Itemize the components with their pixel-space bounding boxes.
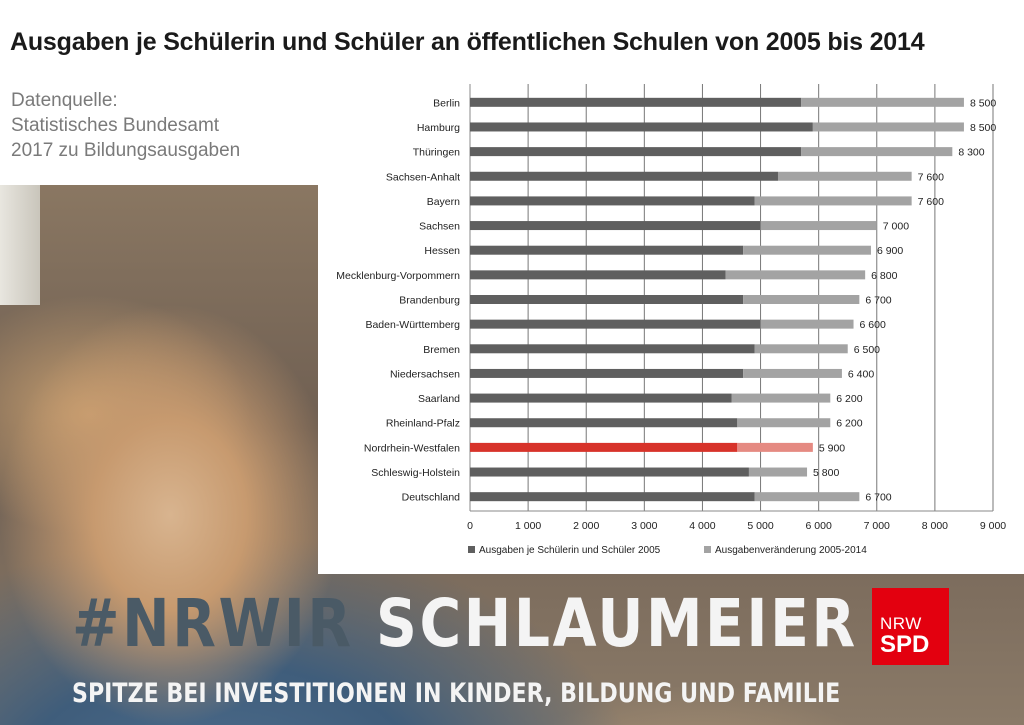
total-value-label: 6 800 <box>871 270 897 282</box>
bar-base-2005 <box>470 344 755 354</box>
bar-base-2005 <box>470 467 749 477</box>
x-tick-label: 6 000 <box>806 520 832 532</box>
bar-change-2005-2014 <box>760 221 877 231</box>
total-value-label: 6 400 <box>848 368 874 380</box>
category-label: Hessen <box>424 245 460 257</box>
bar-change-2005-2014 <box>801 97 964 107</box>
source-line-3: 2017 zu Bildungsausgaben <box>11 140 241 161</box>
x-tick-label: 3 000 <box>631 520 657 532</box>
bar-change-2005-2014 <box>725 270 866 280</box>
bar-change-2005-2014 <box>743 368 842 378</box>
legend-swatch-change <box>704 546 711 553</box>
bar-change-2005-2014 <box>754 344 848 354</box>
total-value-label: 6 200 <box>836 393 862 405</box>
campaign-hashtag: #NRWIR SCHLAUMEIER <box>72 585 858 662</box>
x-tick-label: 0 <box>467 520 473 532</box>
source-line-2: Statistisches Bundesamt <box>11 115 220 136</box>
bar-base-2005 <box>470 147 802 157</box>
total-value-label: 6 600 <box>860 319 886 331</box>
total-value-label: 5 900 <box>819 442 845 454</box>
category-label: Niedersachsen <box>390 368 460 380</box>
bar-base-2005 <box>470 295 744 304</box>
bar-base-2005 <box>470 319 761 329</box>
category-label: Schleswig-Holstein <box>371 467 460 479</box>
total-value-label: 8 500 <box>970 97 996 109</box>
total-value-label: 6 700 <box>865 295 891 307</box>
legend-label-2005: Ausgaben je Schülerin und Schüler 2005 <box>479 545 661 556</box>
category-label: Hamburg <box>417 122 460 134</box>
x-tick-label: 9 000 <box>980 520 1006 532</box>
bar-base-2005 <box>470 368 744 378</box>
category-label: Bayern <box>427 196 460 208</box>
bar-change-2005-2014 <box>737 442 813 452</box>
bar-change-2005-2014 <box>760 319 854 329</box>
category-label: Baden-Württemberg <box>365 319 460 331</box>
bar-base-2005 <box>470 122 813 132</box>
bar-base-2005 <box>470 418 738 428</box>
category-label: Thüringen <box>413 147 460 159</box>
category-label: Saarland <box>418 393 460 405</box>
category-label: Sachsen-Anhalt <box>386 171 460 183</box>
bar-base-2005 <box>470 196 755 206</box>
bar-change-2005-2014 <box>754 196 912 206</box>
logo-text-spd: SPD <box>880 631 930 658</box>
bar-base-2005 <box>470 245 744 255</box>
bar-base-2005 <box>470 97 802 107</box>
bar-change-2005-2014 <box>737 418 831 428</box>
bar-base-2005 <box>470 221 761 231</box>
category-label: Deutschland <box>402 492 461 504</box>
total-value-label: 7 600 <box>918 196 944 208</box>
hashtag-part-1: #NRWIR <box>72 585 354 662</box>
category-label: Nordrhein-Westfalen <box>364 442 460 454</box>
bar-change-2005-2014 <box>743 295 860 304</box>
total-value-label: 6 900 <box>877 245 903 257</box>
category-label: Mecklenburg-Vorpommern <box>336 270 460 282</box>
total-value-label: 5 800 <box>813 467 839 479</box>
total-value-label: 8 300 <box>958 147 984 159</box>
bar-base-2005 <box>470 492 755 502</box>
bar-chart: Berlin 8 500 Hamburg 8 500 Thüringen 8 300 Sac… <box>336 84 1006 556</box>
bar-base-2005 <box>470 270 726 280</box>
total-value-label: 8 500 <box>970 122 996 134</box>
category-label: Rheinland-Pfalz <box>386 418 460 430</box>
total-value-label: 6 700 <box>865 492 891 504</box>
bar-base-2005 <box>470 171 778 181</box>
bar-base-2005 <box>470 442 738 452</box>
hashtag-part-2: SCHLAUMEIER <box>376 585 858 662</box>
x-tick-label: 8 000 <box>922 520 948 532</box>
bar-change-2005-2014 <box>754 492 860 502</box>
x-tick-label: 4 000 <box>689 520 715 532</box>
bar-base-2005 <box>470 393 732 403</box>
total-value-label: 6 500 <box>854 344 880 356</box>
chart-title: Ausgaben je Schülerin und Schüler an öff… <box>10 28 925 56</box>
bar-change-2005-2014 <box>777 171 912 181</box>
bar-change-2005-2014 <box>812 122 964 132</box>
campaign-subline: SPITZE BEI INVESTITIONEN IN KINDER, BILD… <box>72 678 841 709</box>
data-source: Datenquelle: Statistisches Bundesamt 201… <box>11 88 240 163</box>
bar-change-2005-2014 <box>748 467 808 477</box>
bar-change-2005-2014 <box>731 393 831 403</box>
spd-logo: NRW SPD <box>872 588 949 665</box>
photo-highlight <box>0 185 40 305</box>
x-tick-label: 5 000 <box>747 520 773 532</box>
category-label: Berlin <box>433 97 460 109</box>
source-line-1: Datenquelle: <box>11 90 118 111</box>
legend-label-change: Ausgabenveränderung 2005-2014 <box>715 545 867 556</box>
bar-change-2005-2014 <box>801 147 953 157</box>
category-label: Bremen <box>423 344 460 356</box>
bar-change-2005-2014 <box>743 245 871 255</box>
x-tick-label: 7 000 <box>864 520 890 532</box>
total-value-label: 6 200 <box>836 418 862 430</box>
x-tick-label: 1 000 <box>515 520 541 532</box>
logo-text-nrw: NRW <box>880 614 922 633</box>
total-value-label: 7 000 <box>883 221 909 233</box>
legend-swatch-2005 <box>468 546 475 553</box>
category-label: Sachsen <box>419 221 460 233</box>
total-value-label: 7 600 <box>918 171 944 183</box>
category-label: Brandenburg <box>399 295 460 307</box>
x-tick-label: 2 000 <box>573 520 599 532</box>
